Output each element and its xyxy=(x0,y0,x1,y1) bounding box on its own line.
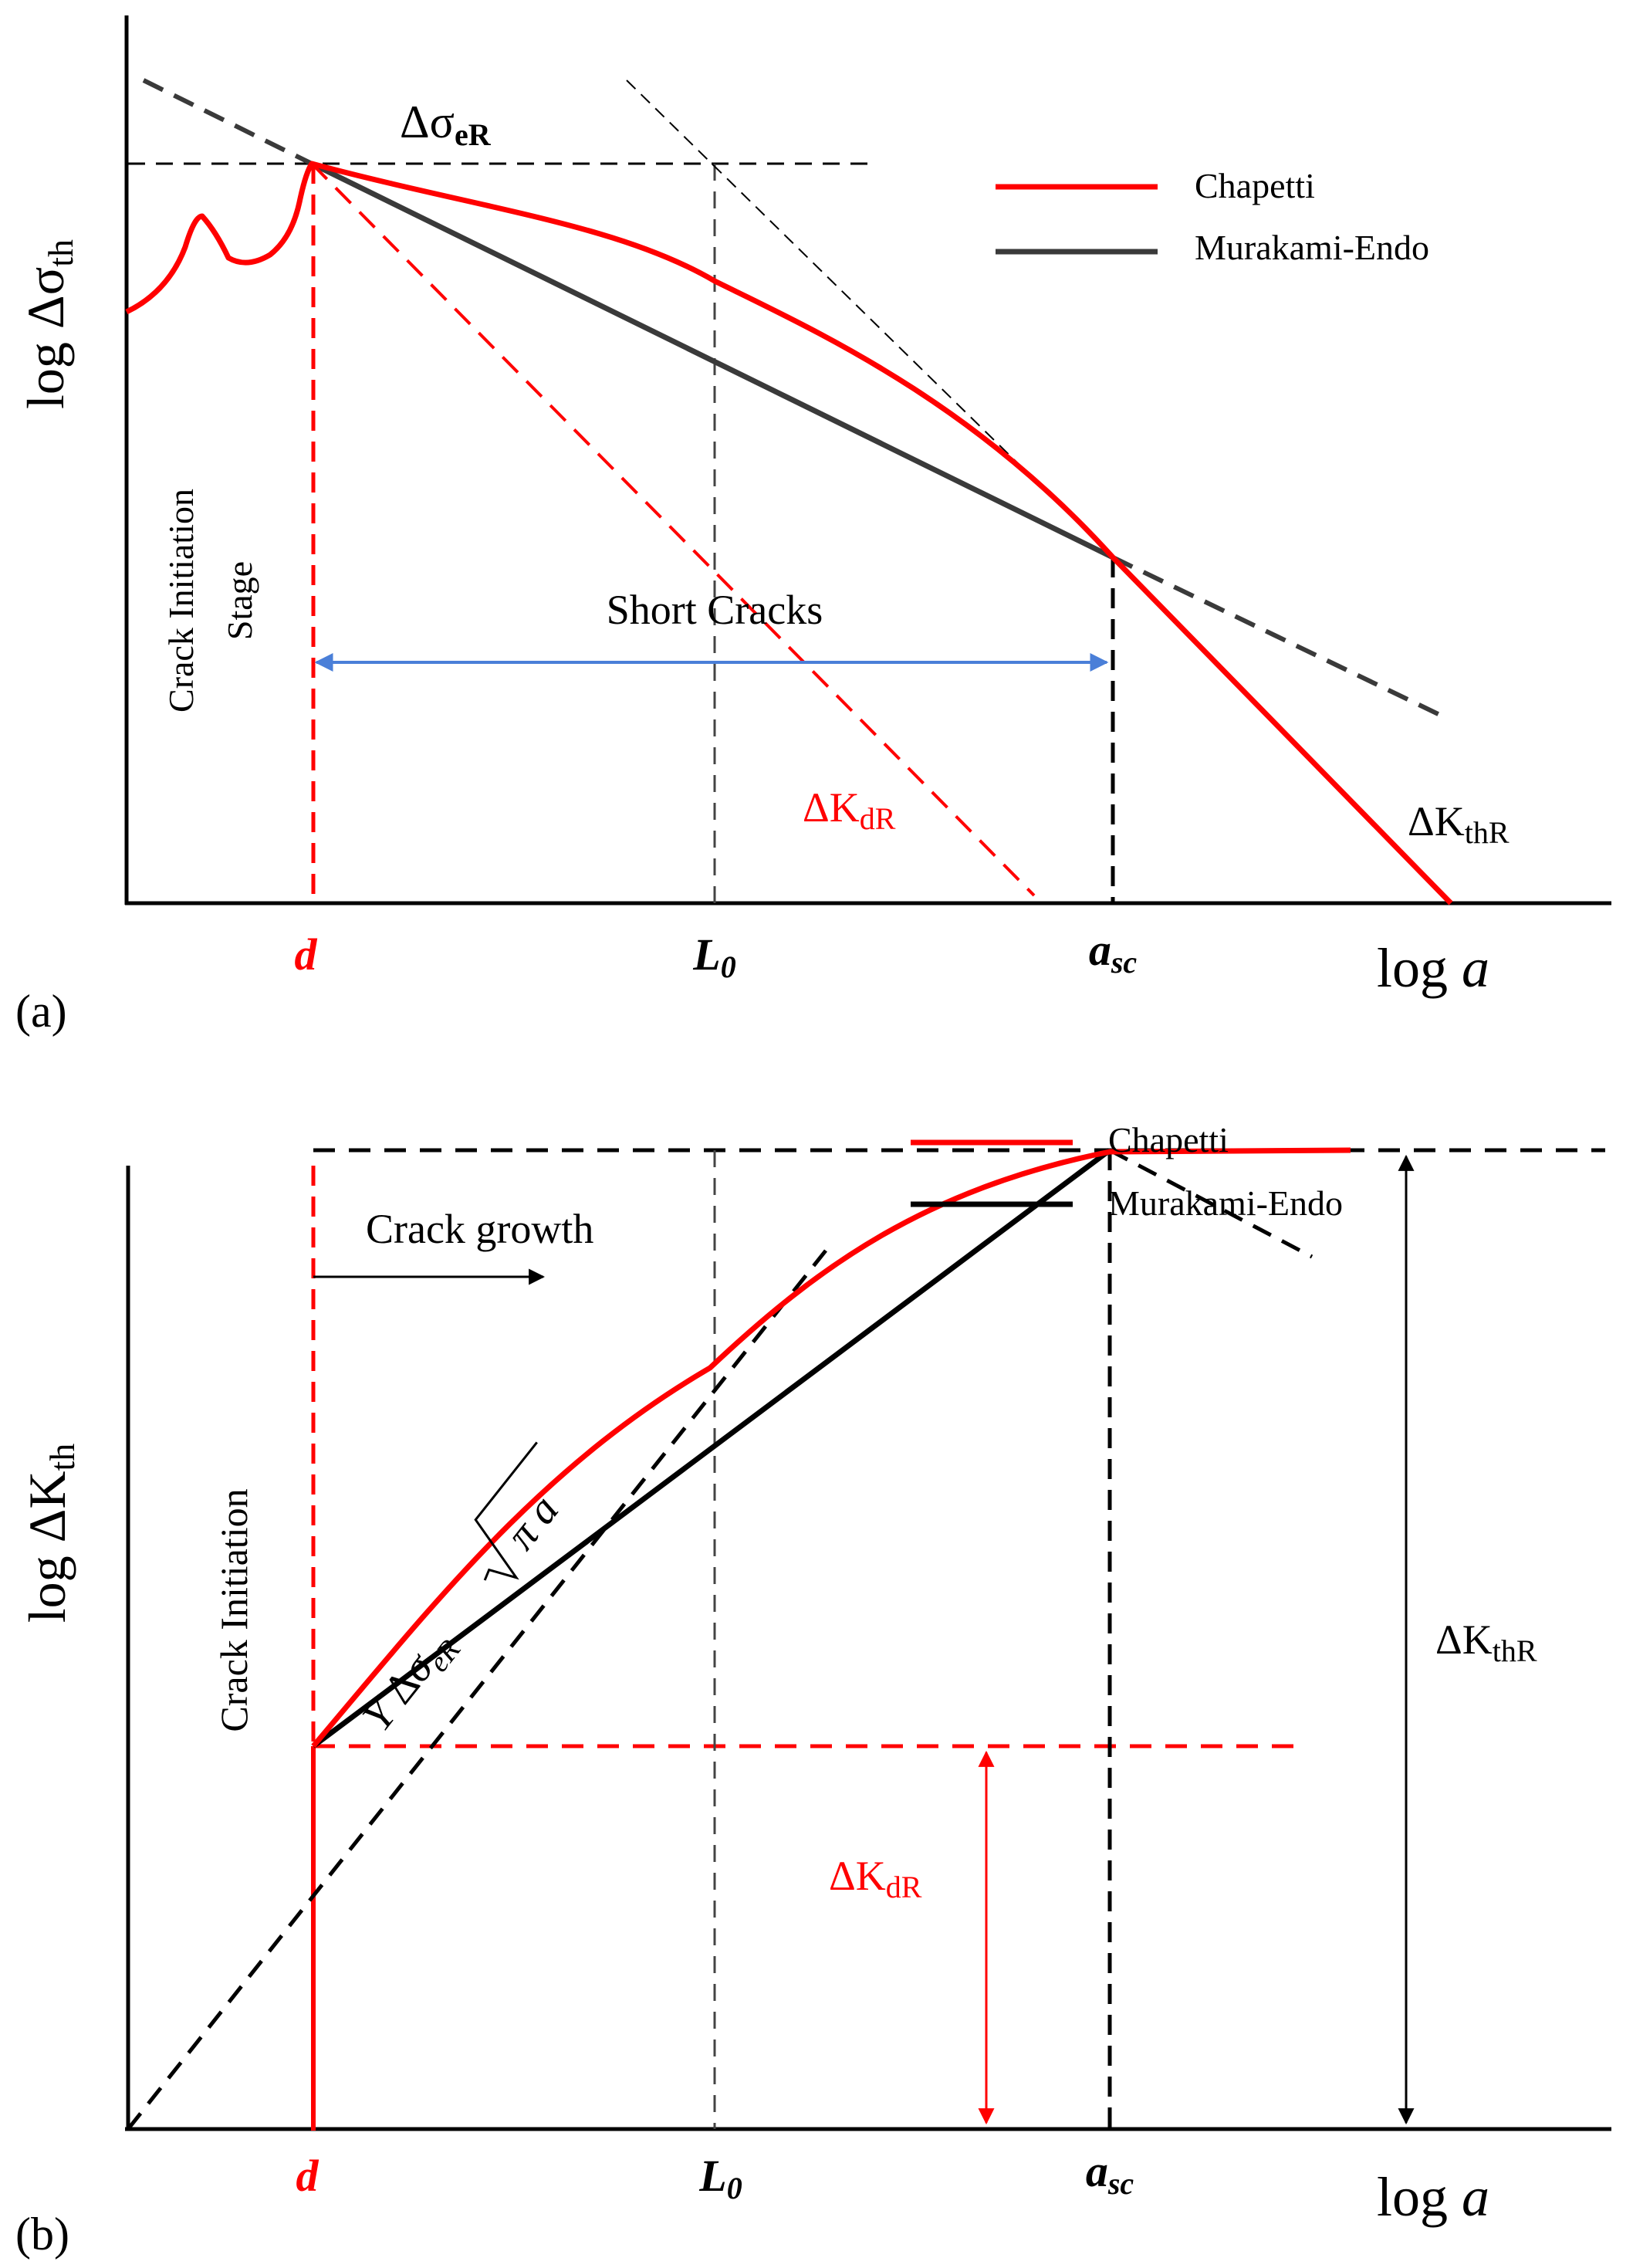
panel-a: Chapetti Murakami-Endo ΔσeR log Δσth Cra… xyxy=(15,15,1611,1037)
panel-b-tick-asc: asc xyxy=(1086,2146,1134,2201)
panel-a-chapetti-curve xyxy=(125,161,1453,906)
panel-b-legend-chapetti-label: Chapetti xyxy=(1108,1120,1229,1159)
panel-b-tick-l0: L0 xyxy=(698,2151,742,2205)
panel-b-kthr-label: ΔKthR xyxy=(1435,1616,1537,1668)
panel-b-label: (b) xyxy=(15,2209,69,2260)
panel-b-formula-pi-a: π a xyxy=(497,1487,568,1559)
panel-a-stage-label: Stage xyxy=(220,561,259,640)
panel-b-tick-d: d xyxy=(296,2151,320,2201)
panel-a-x-label: log a xyxy=(1377,937,1489,999)
panel-b-crack-growth-label: Crack growth xyxy=(366,1206,593,1252)
panel-b-crack-initiation-label: Crack Initiation xyxy=(212,1488,255,1731)
panel-a-murakami-ext-right xyxy=(1111,555,1448,720)
panel-a-kthr-label: ΔKthR xyxy=(1408,798,1510,850)
panel-a-delta-sigma-eR-label: ΔσeR xyxy=(400,96,492,152)
panel-a-kdr-line xyxy=(310,162,1036,897)
panel-b-formula: YΔσeR π a xyxy=(353,1441,568,1740)
panel-b: Chapetti Murakami-Endo Crack growth log … xyxy=(15,1120,1611,2260)
panel-a-tick-d: d xyxy=(295,929,318,980)
panel-b-y-label: log ΔKth xyxy=(18,1444,82,1623)
panel-a-short-cracks-label: Short Cracks xyxy=(607,587,823,633)
panel-a-tick-l0: L0 xyxy=(692,929,735,984)
panel-a-crack-initiation-label: Crack Initiation xyxy=(161,489,201,713)
panel-a-long-crack-asymptote xyxy=(626,80,1066,510)
panel-b-chapetti-curve xyxy=(311,1147,1351,1748)
panel-b-x-label: log a xyxy=(1377,2166,1489,2228)
panel-b-murakami-curve xyxy=(311,1148,1112,1748)
panel-b-kdr-label: ΔKdR xyxy=(829,1853,922,1904)
panel-a-label: (a) xyxy=(15,986,67,1037)
panel-b-formula-radical xyxy=(474,1441,538,1581)
panel-a-legend-murakami-label: Murakami-Endo xyxy=(1195,228,1429,267)
panel-a-murakami-ext-left xyxy=(142,78,313,166)
panel-a-kdr-label: ΔKdR xyxy=(803,784,896,836)
panel-a-murakami-curve xyxy=(310,161,1114,560)
panel-b-legend-murakami-label: Murakami-Endo xyxy=(1108,1183,1343,1223)
panel-a-y-label: log Δσth xyxy=(16,239,80,409)
panel-a-tick-asc: asc xyxy=(1089,925,1138,980)
panel-b-applied-k-line xyxy=(127,1249,827,2131)
panel-b-murakami-ext xyxy=(1108,1148,1314,1259)
panel-a-legend-chapetti-label: Chapetti xyxy=(1195,166,1315,205)
